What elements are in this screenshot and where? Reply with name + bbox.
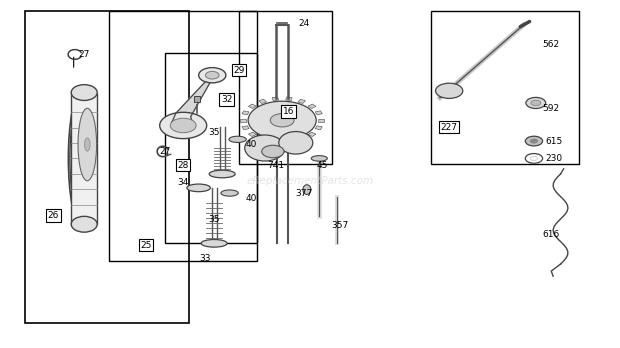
- Polygon shape: [172, 75, 216, 127]
- Text: 230: 230: [546, 154, 563, 163]
- Bar: [431, 11, 579, 164]
- Ellipse shape: [311, 156, 327, 161]
- Text: 16: 16: [283, 107, 294, 116]
- Bar: [286, 97, 292, 101]
- Bar: [272, 140, 278, 144]
- Text: 26: 26: [48, 211, 59, 220]
- Circle shape: [170, 118, 196, 133]
- Text: 592: 592: [542, 104, 560, 113]
- Circle shape: [531, 100, 541, 106]
- Circle shape: [160, 112, 206, 139]
- Circle shape: [270, 113, 294, 127]
- Ellipse shape: [279, 132, 312, 154]
- Text: 45: 45: [317, 161, 328, 170]
- Text: 35: 35: [208, 215, 220, 223]
- Ellipse shape: [221, 190, 238, 196]
- Text: 24: 24: [298, 19, 309, 28]
- Bar: [286, 140, 292, 144]
- Ellipse shape: [303, 185, 311, 195]
- Circle shape: [530, 139, 538, 143]
- Text: 741: 741: [267, 161, 285, 170]
- Bar: [272, 97, 278, 101]
- Bar: [165, 53, 257, 243]
- Text: 33: 33: [199, 254, 211, 263]
- Ellipse shape: [201, 239, 227, 247]
- Bar: [315, 126, 322, 130]
- Circle shape: [198, 68, 226, 83]
- Text: 357: 357: [331, 221, 348, 230]
- Text: eReplacementParts.com: eReplacementParts.com: [246, 176, 374, 186]
- Circle shape: [205, 71, 219, 79]
- Text: 40: 40: [246, 194, 257, 203]
- Text: 35: 35: [208, 128, 220, 137]
- Text: 27: 27: [159, 147, 170, 156]
- Ellipse shape: [71, 216, 97, 232]
- Bar: [308, 132, 316, 136]
- Bar: [308, 104, 316, 109]
- Text: 227: 227: [441, 123, 458, 132]
- Bar: [25, 11, 189, 323]
- Ellipse shape: [229, 136, 246, 142]
- Text: 28: 28: [177, 161, 189, 170]
- Circle shape: [525, 136, 542, 146]
- Bar: [109, 11, 257, 261]
- Bar: [315, 111, 322, 115]
- Circle shape: [526, 97, 546, 109]
- Circle shape: [436, 83, 463, 98]
- Ellipse shape: [71, 85, 97, 101]
- Circle shape: [262, 145, 284, 158]
- Bar: [298, 137, 306, 141]
- Ellipse shape: [187, 184, 210, 192]
- Bar: [298, 99, 306, 103]
- Text: 29: 29: [233, 65, 244, 74]
- Bar: [242, 111, 249, 115]
- Bar: [241, 119, 246, 122]
- Bar: [249, 104, 256, 109]
- Bar: [318, 119, 324, 122]
- Text: 34: 34: [177, 178, 189, 187]
- Circle shape: [248, 101, 316, 139]
- Bar: [239, 11, 332, 164]
- Text: 562: 562: [542, 40, 560, 48]
- Bar: [71, 93, 97, 224]
- Text: 615: 615: [546, 136, 563, 145]
- Text: 616: 616: [542, 230, 560, 239]
- Bar: [259, 99, 267, 103]
- Text: 377: 377: [295, 189, 312, 198]
- Text: 32: 32: [221, 95, 232, 104]
- Ellipse shape: [78, 108, 97, 181]
- Text: 25: 25: [140, 240, 152, 250]
- Ellipse shape: [84, 138, 90, 151]
- Bar: [242, 126, 249, 130]
- Bar: [259, 137, 267, 141]
- Circle shape: [530, 156, 538, 160]
- Bar: [249, 132, 256, 136]
- Text: 40: 40: [246, 140, 257, 149]
- Text: 27: 27: [79, 50, 90, 59]
- Ellipse shape: [209, 170, 235, 178]
- Ellipse shape: [245, 135, 285, 161]
